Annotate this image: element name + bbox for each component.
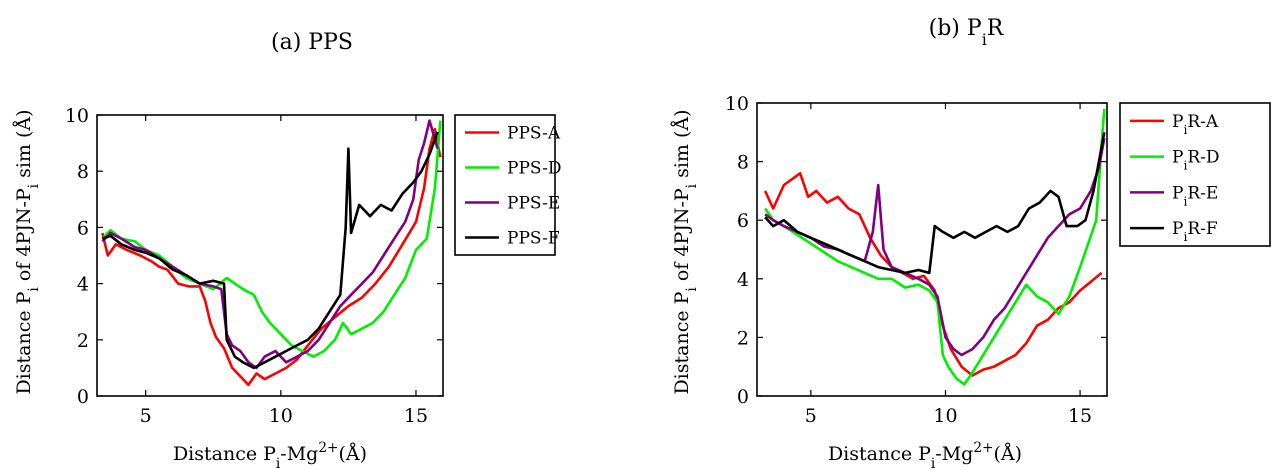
- panel-b-ylabel: Distance Pi​ of 4PJN-Pi​ sim (Å): [671, 109, 700, 394]
- panel-b-legend: Pi​R-APi​R-DPi​R-EPi​R-F: [1119, 102, 1271, 247]
- panel-a: (a) PPS Distance Pi​ of 4PJN-Pi​ sim (Å)…: [13, 30, 562, 470]
- legend-box: [1119, 102, 1271, 247]
- x-tick-label: 10: [933, 405, 957, 427]
- series-line-pir-a: [763, 172, 1103, 377]
- y-tick-label: 8: [77, 161, 89, 183]
- series-line-pir-e: [764, 137, 1106, 357]
- y-tick-label: 4: [737, 269, 749, 291]
- legend-label-pps-a: PPS-A: [507, 124, 561, 144]
- panel-b-xlabel: Distance Pi​-Mg2+​(Å): [828, 440, 1022, 470]
- x-tick-label: 5: [140, 405, 152, 427]
- panel-b: (b) Pi​R Distance Pi​ of 4PJN-Pi​ sim (Å…: [671, 16, 1271, 470]
- plot-frame: [756, 102, 1108, 397]
- y-tick-label: 10: [725, 93, 749, 115]
- legend-box: [454, 114, 556, 256]
- panel-b-plot: 5 10 15 0 2 4 6 8 10: [725, 93, 1108, 427]
- y-tick-label: 0: [737, 386, 749, 408]
- series-line-pps-e: [101, 119, 439, 370]
- series-line-pir-d: [764, 108, 1106, 386]
- x-tick-label: 15: [1068, 405, 1092, 427]
- panel-a-plot: 5 10 15 0 2 4 6 8 10: [65, 105, 444, 427]
- y-tick-label: 6: [737, 210, 749, 232]
- legend-label-pps-d: PPS-D: [507, 159, 562, 179]
- panel-a-xlabel: Distance Pi​-Mg2+​(Å): [173, 440, 367, 470]
- series-line-pps-f: [101, 131, 439, 370]
- x-tick-label: 5: [805, 405, 817, 427]
- x-tick-label: 15: [404, 405, 428, 427]
- panel-a-title: (a) PPS: [271, 30, 353, 55]
- y-tick-label: 2: [77, 330, 89, 352]
- panel-a-ylabel: Distance Pi​ of 4PJN-Pi​ sim (Å): [13, 109, 42, 394]
- legend-label-pps-f: PPS-F: [507, 229, 560, 249]
- y-tick-label: 10: [65, 105, 89, 127]
- y-tick-label: 0: [77, 386, 89, 408]
- x-tick-label: 10: [269, 405, 293, 427]
- y-tick-label: 2: [737, 327, 749, 349]
- panel-a-legend: PPS-A PPS-D PPS-E PPS-F: [454, 114, 562, 256]
- series-line-pps-d: [101, 120, 442, 358]
- series-line-pir-f: [764, 132, 1106, 275]
- series-line-pps-a: [101, 127, 442, 387]
- y-tick-label: 6: [77, 217, 89, 239]
- y-tick-label: 8: [737, 152, 749, 174]
- plot-frame: [96, 114, 444, 397]
- legend-label-pps-e: PPS-E: [507, 194, 560, 214]
- panel-b-title: (b) Pi​R: [929, 16, 1005, 49]
- y-tick-label: 4: [77, 274, 89, 296]
